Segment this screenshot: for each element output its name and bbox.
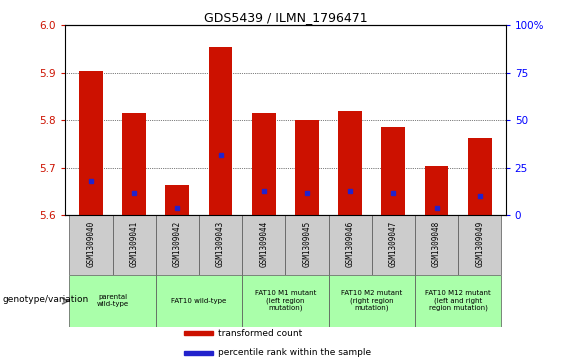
- Bar: [285, 216, 328, 275]
- Bar: [79, 70, 103, 216]
- Bar: [208, 47, 232, 216]
- Bar: [242, 275, 328, 327]
- Bar: [184, 331, 213, 335]
- Text: GSM1309048: GSM1309048: [432, 221, 441, 267]
- Text: GSM1309045: GSM1309045: [302, 221, 311, 267]
- Text: GSM1309046: GSM1309046: [346, 221, 355, 267]
- Bar: [122, 113, 146, 216]
- Bar: [112, 216, 156, 275]
- Text: GSM1309049: GSM1309049: [475, 221, 484, 267]
- Bar: [381, 127, 405, 216]
- Text: FAT10 wild-type: FAT10 wild-type: [171, 298, 227, 304]
- Text: parental
wild-type: parental wild-type: [97, 294, 129, 307]
- Text: transformed count: transformed count: [218, 329, 303, 338]
- Bar: [468, 139, 492, 216]
- Text: GSM1309042: GSM1309042: [173, 221, 182, 267]
- Bar: [69, 216, 112, 275]
- Bar: [415, 275, 501, 327]
- Text: GSM1309044: GSM1309044: [259, 221, 268, 267]
- Bar: [252, 113, 276, 216]
- Bar: [372, 216, 415, 275]
- Bar: [328, 216, 372, 275]
- Bar: [242, 216, 285, 275]
- Text: GSM1309047: GSM1309047: [389, 221, 398, 267]
- Bar: [458, 216, 501, 275]
- Bar: [166, 184, 189, 216]
- Bar: [69, 275, 156, 327]
- Text: GSM1309040: GSM1309040: [86, 221, 95, 267]
- Text: GSM1309041: GSM1309041: [129, 221, 138, 267]
- Bar: [156, 275, 242, 327]
- Bar: [184, 351, 213, 355]
- Text: GSM1309043: GSM1309043: [216, 221, 225, 267]
- Bar: [338, 111, 362, 216]
- Bar: [425, 166, 449, 216]
- Title: GDS5439 / ILMN_1796471: GDS5439 / ILMN_1796471: [203, 11, 367, 24]
- Text: percentile rank within the sample: percentile rank within the sample: [218, 348, 371, 357]
- Text: FAT10 M1 mutant
(left region
mutation): FAT10 M1 mutant (left region mutation): [255, 290, 316, 311]
- Bar: [295, 121, 319, 216]
- Bar: [415, 216, 458, 275]
- Text: genotype/variation: genotype/variation: [3, 295, 89, 304]
- Text: FAT10 M2 mutant
(right region
mutation): FAT10 M2 mutant (right region mutation): [341, 290, 402, 311]
- Bar: [156, 216, 199, 275]
- Text: FAT10 M12 mutant
(left and right
region mutation): FAT10 M12 mutant (left and right region …: [425, 290, 491, 311]
- Bar: [328, 275, 415, 327]
- Bar: [199, 216, 242, 275]
